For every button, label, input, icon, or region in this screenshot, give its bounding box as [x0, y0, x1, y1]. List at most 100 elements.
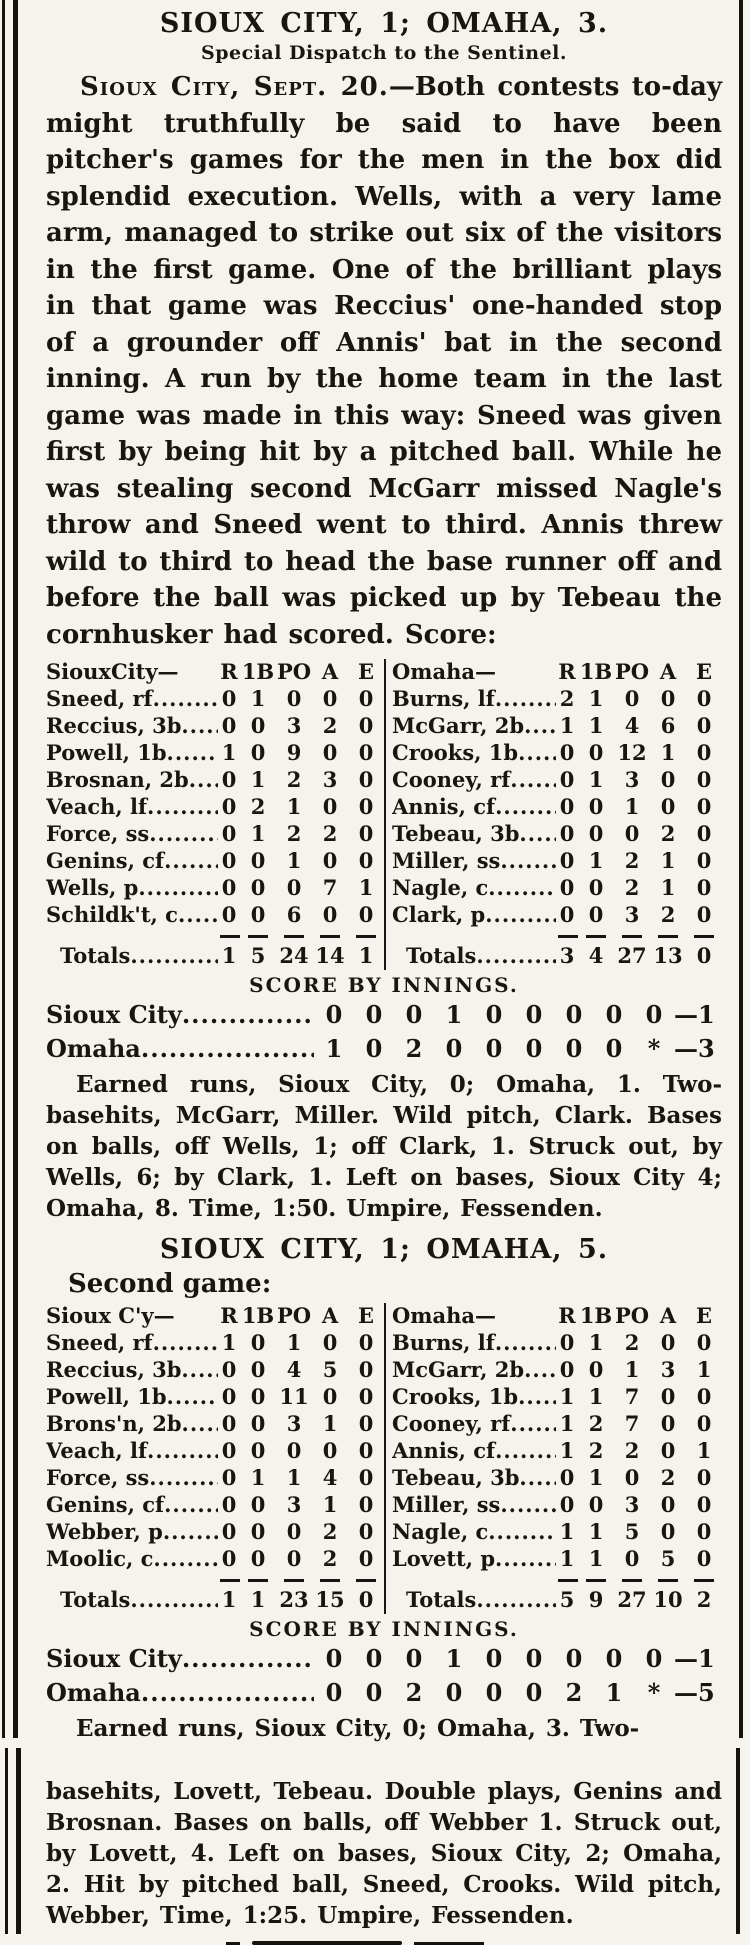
stat-runs: 1 [221, 1330, 237, 1355]
player-name: Force, ss [46, 821, 150, 846]
stat-runs: R [220, 1303, 238, 1328]
inning-score: 0 [325, 1000, 343, 1029]
dot-leader [153, 686, 218, 711]
tally-mark [276, 934, 312, 938]
dot-leader [495, 1330, 556, 1355]
player-name-cell: Miller, ss 0 [392, 1492, 578, 1517]
dot-leader [476, 943, 556, 968]
stat-runs: 0 [221, 821, 237, 846]
dot-leader [488, 875, 556, 900]
stat-value: 2 [588, 1411, 604, 1436]
left-inner-column-rule-bottom [16, 1748, 21, 1934]
player-name: Reccius, 3b [46, 1357, 182, 1382]
player-row: Burns, lf01200 [392, 1330, 722, 1357]
stat-value: 0 [358, 1330, 374, 1355]
stat-value: 2 [660, 902, 676, 927]
stat-runs: 0 [221, 1519, 237, 1544]
tally-mark [578, 934, 614, 938]
player-name-cell: Genins, cf 0 [46, 1492, 240, 1517]
player-name: Powell, 1b [46, 1384, 167, 1409]
stat-value: 27 [617, 1587, 647, 1612]
tally-mark [650, 1578, 686, 1582]
stat-runs: 1 [221, 943, 237, 968]
dot-leader [495, 1546, 556, 1571]
stat-value: 1 [588, 1519, 604, 1544]
player-name-cell: Totals 1 [46, 943, 240, 968]
stat-value: 0 [250, 1330, 266, 1355]
totals-row: Totals1524141 [46, 943, 384, 970]
inning-score: 0 [565, 1644, 583, 1673]
player-name: Nagle, c [392, 875, 489, 900]
stat-value: 0 [322, 794, 338, 819]
stat-value: 24 [279, 943, 309, 968]
stat-runs: 0 [221, 767, 237, 792]
stat-runs: 3 [559, 943, 575, 968]
inning-score: 0 [485, 1644, 503, 1673]
player-name: Lovett, p [392, 1546, 496, 1571]
stat-value: 11 [279, 1384, 309, 1409]
player-name-cell: Schildk't, c 0 [46, 902, 240, 927]
score-by-innings-heading: SCORE BY INNINGS. [249, 973, 519, 997]
stat-runs: R [558, 659, 576, 684]
stat-value: 0 [358, 1438, 374, 1463]
stat-value: 1 [588, 848, 604, 873]
dot-leader [130, 1587, 218, 1612]
player-name-cell: Powell, 1b 1 [46, 740, 240, 765]
tally-mark [240, 1578, 276, 1582]
stat-value: 3 [322, 767, 338, 792]
dot-leader [130, 943, 218, 968]
player-name: McGarr, 2b [392, 1357, 525, 1382]
stat-value: PO [276, 1303, 312, 1328]
player-name-cell: Burns, lf 2 [392, 686, 578, 711]
stat-value: 0 [660, 1492, 676, 1517]
stat-value: 27 [617, 943, 647, 968]
stat-value: A [659, 1303, 677, 1328]
stat-value: 2 [624, 1438, 640, 1463]
player-name: Crooks, 1b [392, 740, 519, 765]
tally-spacer [46, 1578, 240, 1582]
stat-value: A [659, 659, 677, 684]
stat-value: 4 [322, 1465, 338, 1490]
player-name: Sneed, rf [46, 1330, 153, 1355]
player-row: Webber, p00020 [46, 1519, 384, 1546]
dot-leader [181, 713, 218, 738]
column-header-row: Omaha— R 1B PO A E [392, 1303, 722, 1330]
inning-score: 2 [405, 1678, 423, 1707]
dot-leader [189, 767, 218, 792]
stat-value: 0 [358, 902, 374, 927]
stat-value: 2 [322, 713, 338, 738]
stat-value: 2 [624, 1330, 640, 1355]
stat-value: 1 [660, 740, 676, 765]
inning-score: 2 [405, 1034, 423, 1063]
stat-value: 0 [588, 794, 604, 819]
player-row: Tebeau, 3b00020 [392, 821, 722, 848]
dot-leader [495, 794, 556, 819]
stat-value: 1 [358, 875, 374, 900]
stat-value: 0 [250, 875, 266, 900]
score-by-innings-heading: SCORE BY INNINGS. [249, 1617, 519, 1641]
stat-value: 1 [286, 1330, 302, 1355]
player-row: Crooks, 1b001210 [392, 740, 722, 767]
player-name: Veach, lf [46, 794, 148, 819]
dot-leader [524, 1357, 556, 1382]
stat-runs: 0 [559, 794, 575, 819]
player-row: Genins, cf00100 [46, 848, 384, 875]
stat-value: 2 [588, 1438, 604, 1463]
stat-value: 4 [624, 713, 640, 738]
stat-value: 1B [579, 659, 613, 684]
inning-score: 1 [445, 1000, 463, 1029]
stat-value: 9 [286, 740, 302, 765]
stat-value: 0 [696, 821, 712, 846]
innings-team-name: Omaha [46, 1678, 141, 1707]
dot-leader [519, 1465, 556, 1490]
stat-value: 0 [696, 1546, 712, 1571]
stat-value: 1 [358, 943, 374, 968]
player-name: Tebeau, 3b [392, 821, 520, 846]
dot-leader [524, 713, 556, 738]
stat-runs: 0 [221, 794, 237, 819]
player-name: Totals [406, 1587, 477, 1612]
player-name-cell: Sneed, rf 1 [46, 1330, 240, 1355]
